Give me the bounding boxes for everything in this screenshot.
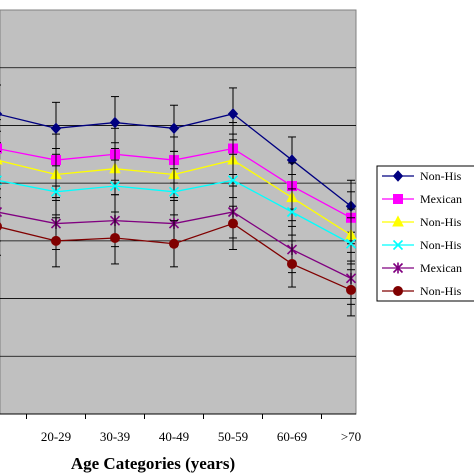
data-point (228, 218, 238, 229)
data-point (0, 111, 3, 117)
legend-marker (393, 194, 403, 204)
legend-marker (393, 286, 403, 296)
data-point (50, 122, 62, 135)
data-point (287, 258, 297, 269)
data-point (0, 159, 3, 165)
series-6 (0, 197, 356, 317)
legend-marker (392, 215, 404, 227)
data-point (109, 116, 121, 129)
data-point (0, 222, 2, 231)
x-tick-label: >70 (341, 429, 361, 444)
data-point (0, 143, 2, 154)
data-point (346, 284, 356, 295)
legend-label: Mexican (420, 261, 462, 275)
x-axis-title: Age Categories (years) (71, 454, 235, 473)
legend-label: Non-His (420, 169, 462, 183)
legend-label: Non-His (420, 215, 462, 229)
x-tick-label: 20-29 (41, 429, 71, 444)
legend-label: Non-His (420, 284, 462, 298)
data-point (345, 238, 357, 249)
legend-label: Mexican (420, 192, 462, 206)
data-point (227, 175, 239, 186)
legend-marker (392, 170, 404, 182)
legend-label: Non-His (420, 238, 462, 252)
legend: Non-His Mexican Non-His Non-His Mexican Non-H… (376, 165, 474, 302)
data-point (110, 232, 120, 243)
data-point (50, 186, 62, 197)
x-tick-label: 50-59 (218, 429, 248, 444)
data-point (168, 122, 180, 135)
data-point (109, 180, 121, 192)
legend-marker (392, 239, 404, 251)
x-tick-label: 40-49 (159, 429, 189, 444)
series-group (0, 84, 357, 317)
x-tick-label: 30-39 (100, 429, 130, 444)
x-tick-label: 60-69 (277, 429, 307, 444)
plot-area (0, 9, 357, 415)
x-tick-labels: 20-29 30-39 40-49 50-59 60-69 >70 (41, 429, 361, 444)
data-point (286, 206, 298, 218)
data-point (51, 235, 61, 246)
legend-box (376, 165, 474, 302)
data-point (227, 108, 239, 120)
x-tick-marks (26, 414, 322, 419)
legend-marker (392, 262, 404, 274)
data-point (169, 238, 179, 249)
data-point (168, 186, 180, 197)
